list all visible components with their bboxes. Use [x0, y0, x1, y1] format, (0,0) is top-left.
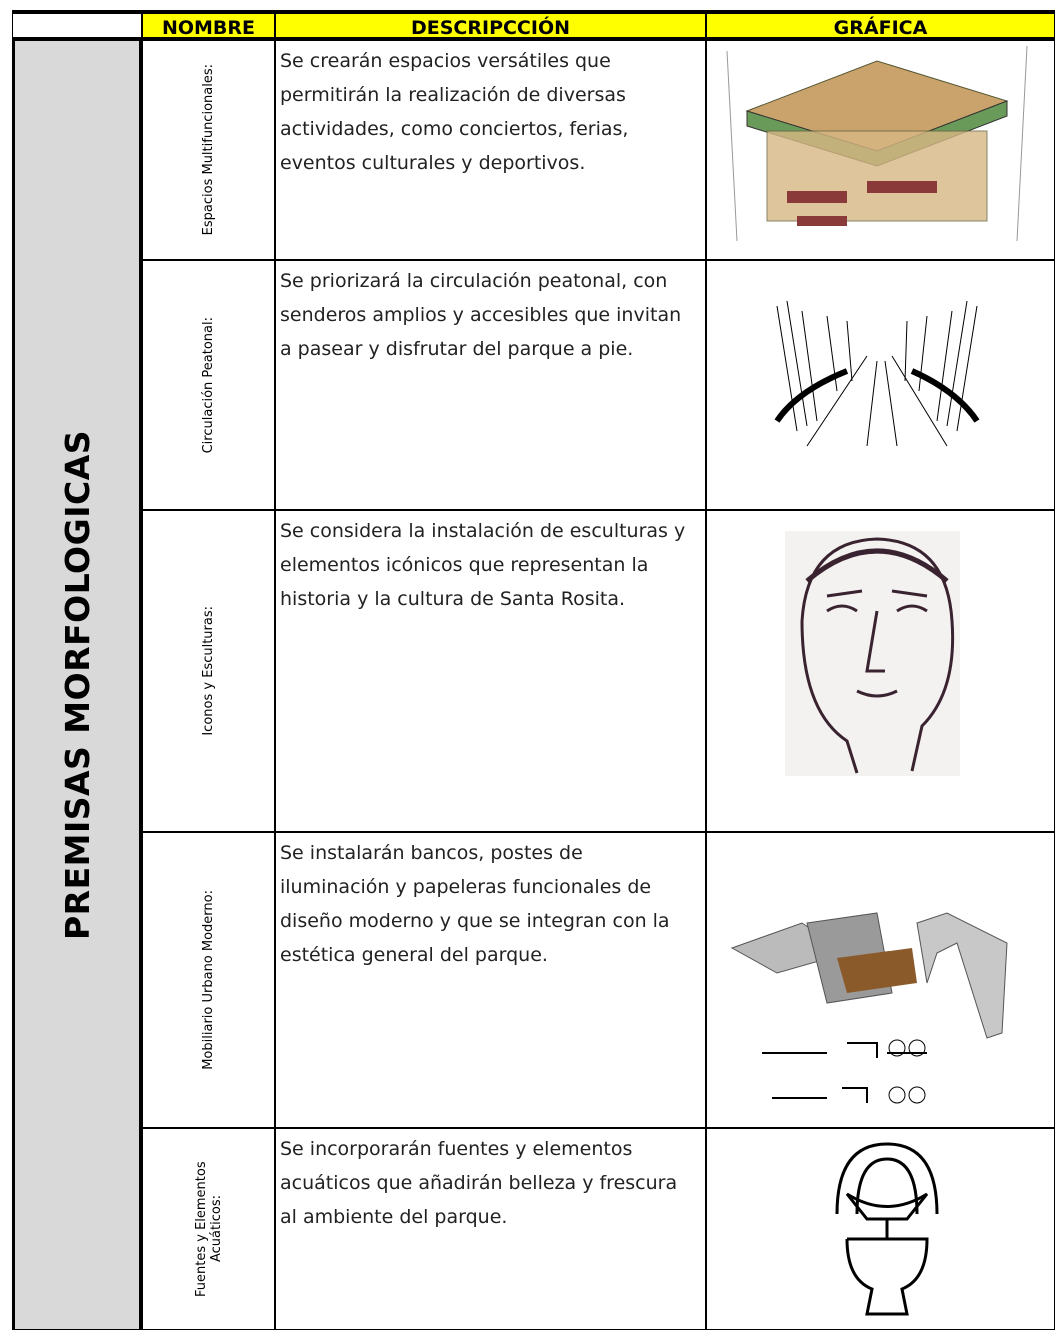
graphic-cell	[706, 40, 1055, 260]
graphic-cell	[706, 1128, 1055, 1330]
description: Se instalarán bancos, postes de iluminac…	[275, 832, 706, 1128]
row-name: Espacios Multifuncionales:	[201, 64, 216, 236]
side-label-box: PREMISAS MORFOLOGICAS	[12, 40, 142, 1330]
fountain-sketch	[835, 1142, 939, 1316]
row-name: Mobiliario Urbano Moderno:	[201, 890, 216, 1070]
row-name: Iconos y Esculturas:	[201, 606, 216, 736]
description: Se priorizará la circulación peatonal, c…	[275, 260, 706, 510]
graphic-cell	[706, 260, 1055, 510]
name-cell: Espacios Multifuncionales:	[142, 40, 275, 260]
row-name: Fuentes y Elementos Acuáticos:	[193, 1161, 224, 1297]
description: Se crearán espacios versátiles que permi…	[275, 40, 706, 260]
name-cell: Iconos y Esculturas:	[142, 510, 275, 832]
description: Se considera la instalación de escultura…	[275, 510, 706, 832]
graphic-cell	[706, 510, 1055, 832]
path-sketch	[774, 300, 980, 447]
header-cell: DESCRIPCCIÓN	[275, 10, 706, 40]
header-cell: GRÁFICA	[706, 10, 1055, 40]
furniture-sketch	[730, 912, 1008, 1104]
description: Se incorporarán fuentes y elementos acuá…	[275, 1128, 706, 1330]
name-cell: Circulación Peatonal:	[142, 260, 275, 510]
graphic-cell	[706, 832, 1055, 1128]
side-cell	[12, 40, 142, 1330]
side-label: PREMISAS MORFOLOGICAS	[57, 429, 97, 940]
header-cell: NOMBRE	[142, 10, 275, 40]
pavilion-sketch	[726, 45, 1028, 242]
row-name: Circulación Peatonal:	[201, 316, 216, 454]
corner	[12, 10, 142, 40]
name-cell: Fuentes y Elementos Acuáticos:	[142, 1128, 275, 1330]
name-cell: Mobiliario Urbano Moderno:	[142, 832, 275, 1128]
sculpture-sketch	[785, 531, 960, 776]
